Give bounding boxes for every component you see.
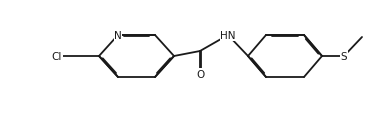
Text: N: N (114, 31, 122, 41)
Text: S: S (341, 52, 347, 61)
Text: O: O (196, 69, 204, 79)
Text: HN: HN (220, 31, 236, 41)
Text: Cl: Cl (52, 52, 62, 61)
